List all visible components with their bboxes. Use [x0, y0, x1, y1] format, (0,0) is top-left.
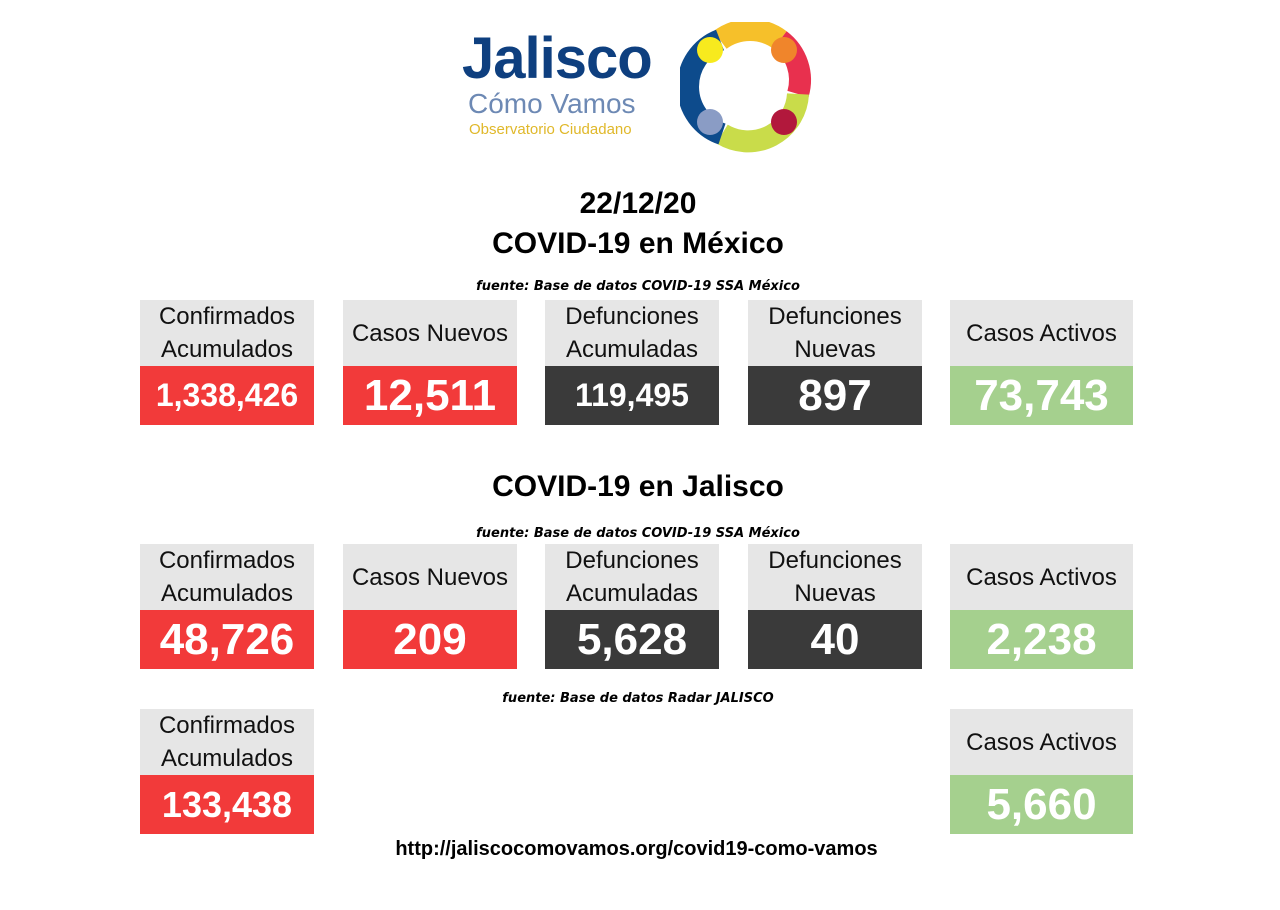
- jalisco-card-defunciones-acumuladas: Defunciones Acumuladas 5,628: [545, 544, 719, 669]
- card-value: 133,438: [140, 775, 314, 834]
- logo-tagline: Observatorio Ciudadano: [469, 121, 632, 138]
- mexico-card-defunciones-acumuladas: Defunciones Acumuladas 119,495: [545, 300, 719, 425]
- jalisco-title: COVID-19 en Jalisco: [492, 470, 784, 503]
- jalisco-card-confirmados: Confirmados Acumulados 48,726: [140, 544, 314, 669]
- card-value: 73,743: [950, 366, 1133, 425]
- report-date: 22/12/20: [579, 187, 697, 220]
- source-url-link[interactable]: http://jaliscocomovamos.org/covid19-como…: [395, 838, 878, 860]
- card-value: 5,628: [545, 610, 719, 669]
- jalisco-source: fuente: Base de datos COVID-19 SSA Méxic…: [476, 526, 800, 541]
- radar-card-confirmados: Confirmados Acumulados 133,438: [140, 709, 314, 834]
- logo-subtitle: Cómo Vamos: [468, 88, 636, 119]
- mexico-source: fuente: Base de datos COVID-19 SSA Méxic…: [476, 279, 800, 294]
- card-label: Casos Nuevos: [343, 544, 517, 610]
- card-value: 2,238: [950, 610, 1133, 669]
- card-label: Confirmados Acumulados: [140, 544, 314, 610]
- card-label: Defunciones Acumuladas: [545, 544, 719, 610]
- card-value: 48,726: [140, 610, 314, 669]
- mexico-card-defunciones-nuevas: Defunciones Nuevas 897: [748, 300, 922, 425]
- mexico-card-casos-activos: Casos Activos 73,743: [950, 300, 1133, 425]
- card-value: 119,495: [545, 366, 719, 425]
- card-value: 5,660: [950, 775, 1133, 834]
- card-label: Casos Activos: [950, 300, 1133, 366]
- card-value: 209: [343, 610, 517, 669]
- card-label: Defunciones Nuevas: [748, 544, 922, 610]
- jalisco-card-casos-nuevos: Casos Nuevos 209: [343, 544, 517, 669]
- card-value: 897: [748, 366, 922, 425]
- card-label: Defunciones Nuevas: [748, 300, 922, 366]
- card-value: 12,511: [343, 366, 517, 425]
- card-value: 40: [748, 610, 922, 669]
- radar-card-casos-activos: Casos Activos 5,660: [950, 709, 1133, 834]
- card-label: Defunciones Acumuladas: [545, 300, 719, 366]
- card-label: Confirmados Acumulados: [140, 300, 314, 366]
- card-label: Casos Nuevos: [343, 300, 517, 366]
- jalisco-card-defunciones-nuevas: Defunciones Nuevas 40: [748, 544, 922, 669]
- card-label: Casos Activos: [950, 709, 1133, 775]
- logo-ring-icon: [680, 22, 811, 153]
- card-label: Casos Activos: [950, 544, 1133, 610]
- radar-source: fuente: Base de datos Radar JALISCO: [502, 691, 774, 706]
- mexico-card-confirmados: Confirmados Acumulados 1,338,426: [140, 300, 314, 425]
- logo-title: Jalisco: [462, 26, 653, 91]
- card-value: 1,338,426: [140, 366, 314, 425]
- jalisco-card-casos-activos: Casos Activos 2,238: [950, 544, 1133, 669]
- mexico-card-casos-nuevos: Casos Nuevos 12,511: [343, 300, 517, 425]
- mexico-title: COVID-19 en México: [492, 227, 784, 260]
- card-label: Confirmados Acumulados: [140, 709, 314, 775]
